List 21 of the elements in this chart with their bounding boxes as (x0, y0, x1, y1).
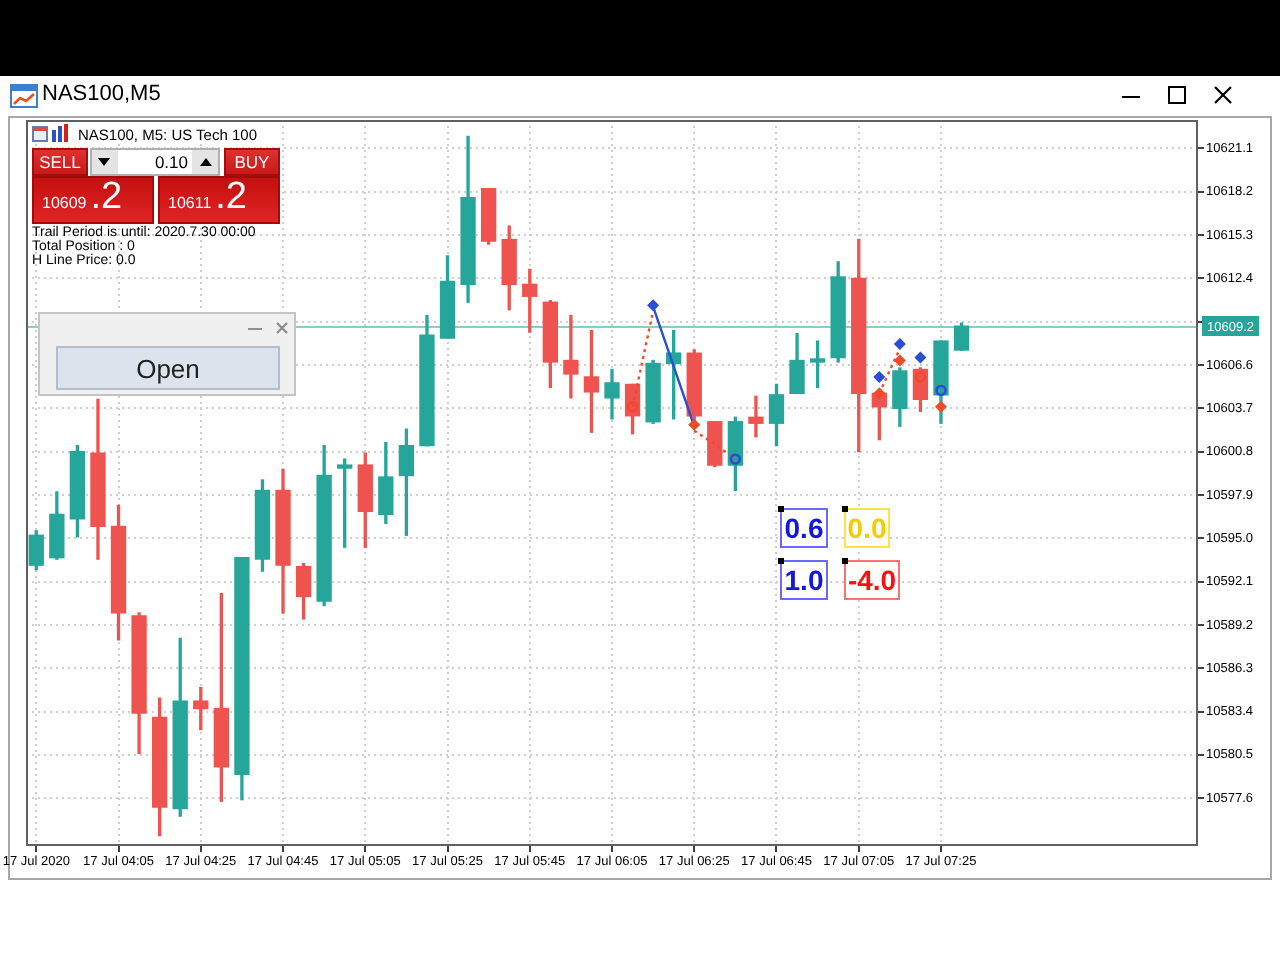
point (647, 299, 659, 311)
point (688, 419, 700, 431)
point (626, 401, 639, 413)
point (914, 371, 927, 383)
annotation: Open (136, 353, 200, 383)
point (894, 338, 906, 350)
annotation: SELL (39, 152, 81, 172)
annotation: 10611.2 (168, 176, 248, 218)
candlestick (563, 315, 579, 399)
point (873, 371, 885, 383)
point (873, 387, 885, 399)
point (935, 384, 947, 397)
chart-title: NAS100,M5 (42, 82, 161, 108)
point (914, 351, 927, 364)
annotation: 10609.2 (42, 176, 123, 218)
annotation: BUY (234, 152, 270, 172)
candlestick (748, 395, 764, 438)
point (894, 354, 906, 367)
point (729, 453, 742, 465)
point (935, 401, 947, 413)
annotation: 0.10 (154, 152, 188, 172)
